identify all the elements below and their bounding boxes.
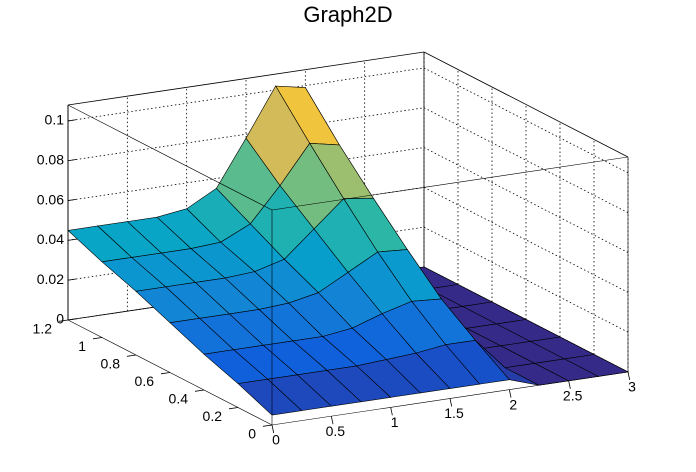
y-tick-label: 0.4	[169, 391, 189, 407]
x-tick-label: 1.5	[444, 405, 464, 421]
x-tick	[568, 380, 571, 389]
y-tick-label: 1.2	[33, 321, 53, 337]
z-tick	[67, 238, 77, 241]
z-tick-label: 0.02	[37, 271, 64, 287]
z-tick-label: 0.06	[37, 191, 64, 207]
y-tick	[58, 319, 69, 322]
y-tick	[228, 407, 239, 410]
x-tick	[390, 407, 393, 416]
y-tick	[126, 354, 137, 357]
x-tick	[627, 371, 631, 381]
z-tick-label: 0.04	[37, 231, 64, 247]
x-tick-label: 2.5	[563, 388, 583, 404]
x-tick-label: 1	[391, 414, 399, 430]
x-tick-label: 0	[272, 432, 280, 448]
box-edge	[67, 104, 273, 211]
z-tick	[67, 119, 77, 122]
z-tick-label: 0.08	[37, 151, 64, 167]
y-tick	[194, 389, 205, 392]
x-tick	[271, 424, 275, 434]
y-tick-label: 1	[78, 338, 86, 354]
z-tick	[67, 159, 77, 162]
box-edge	[271, 156, 629, 211]
x-tick	[330, 416, 334, 425]
box-edge	[67, 51, 425, 106]
surface-cell	[237, 378, 303, 416]
z-tick	[67, 198, 77, 201]
y-tick-label: 0.2	[203, 408, 223, 424]
box-edge	[423, 51, 629, 158]
y-tick-label: 0.8	[101, 356, 121, 372]
z-tick	[67, 278, 77, 281]
z-tick	[67, 318, 77, 321]
y-tick	[92, 337, 103, 340]
y-tick	[262, 424, 273, 427]
x-tick	[508, 389, 512, 398]
y-tick	[160, 372, 171, 375]
chart-title: Graph2D	[303, 2, 392, 27]
x-tick-label: 3	[628, 379, 636, 395]
x-tick	[449, 398, 453, 407]
z-tick-label: 0.1	[45, 112, 65, 128]
z-tick-label: 0	[56, 311, 64, 327]
y-tick-label: 0.6	[135, 373, 155, 389]
y-tick-label: 0	[248, 426, 256, 442]
x-tick-label: 2	[509, 396, 517, 412]
x-tick-label: 0.5	[326, 423, 346, 439]
